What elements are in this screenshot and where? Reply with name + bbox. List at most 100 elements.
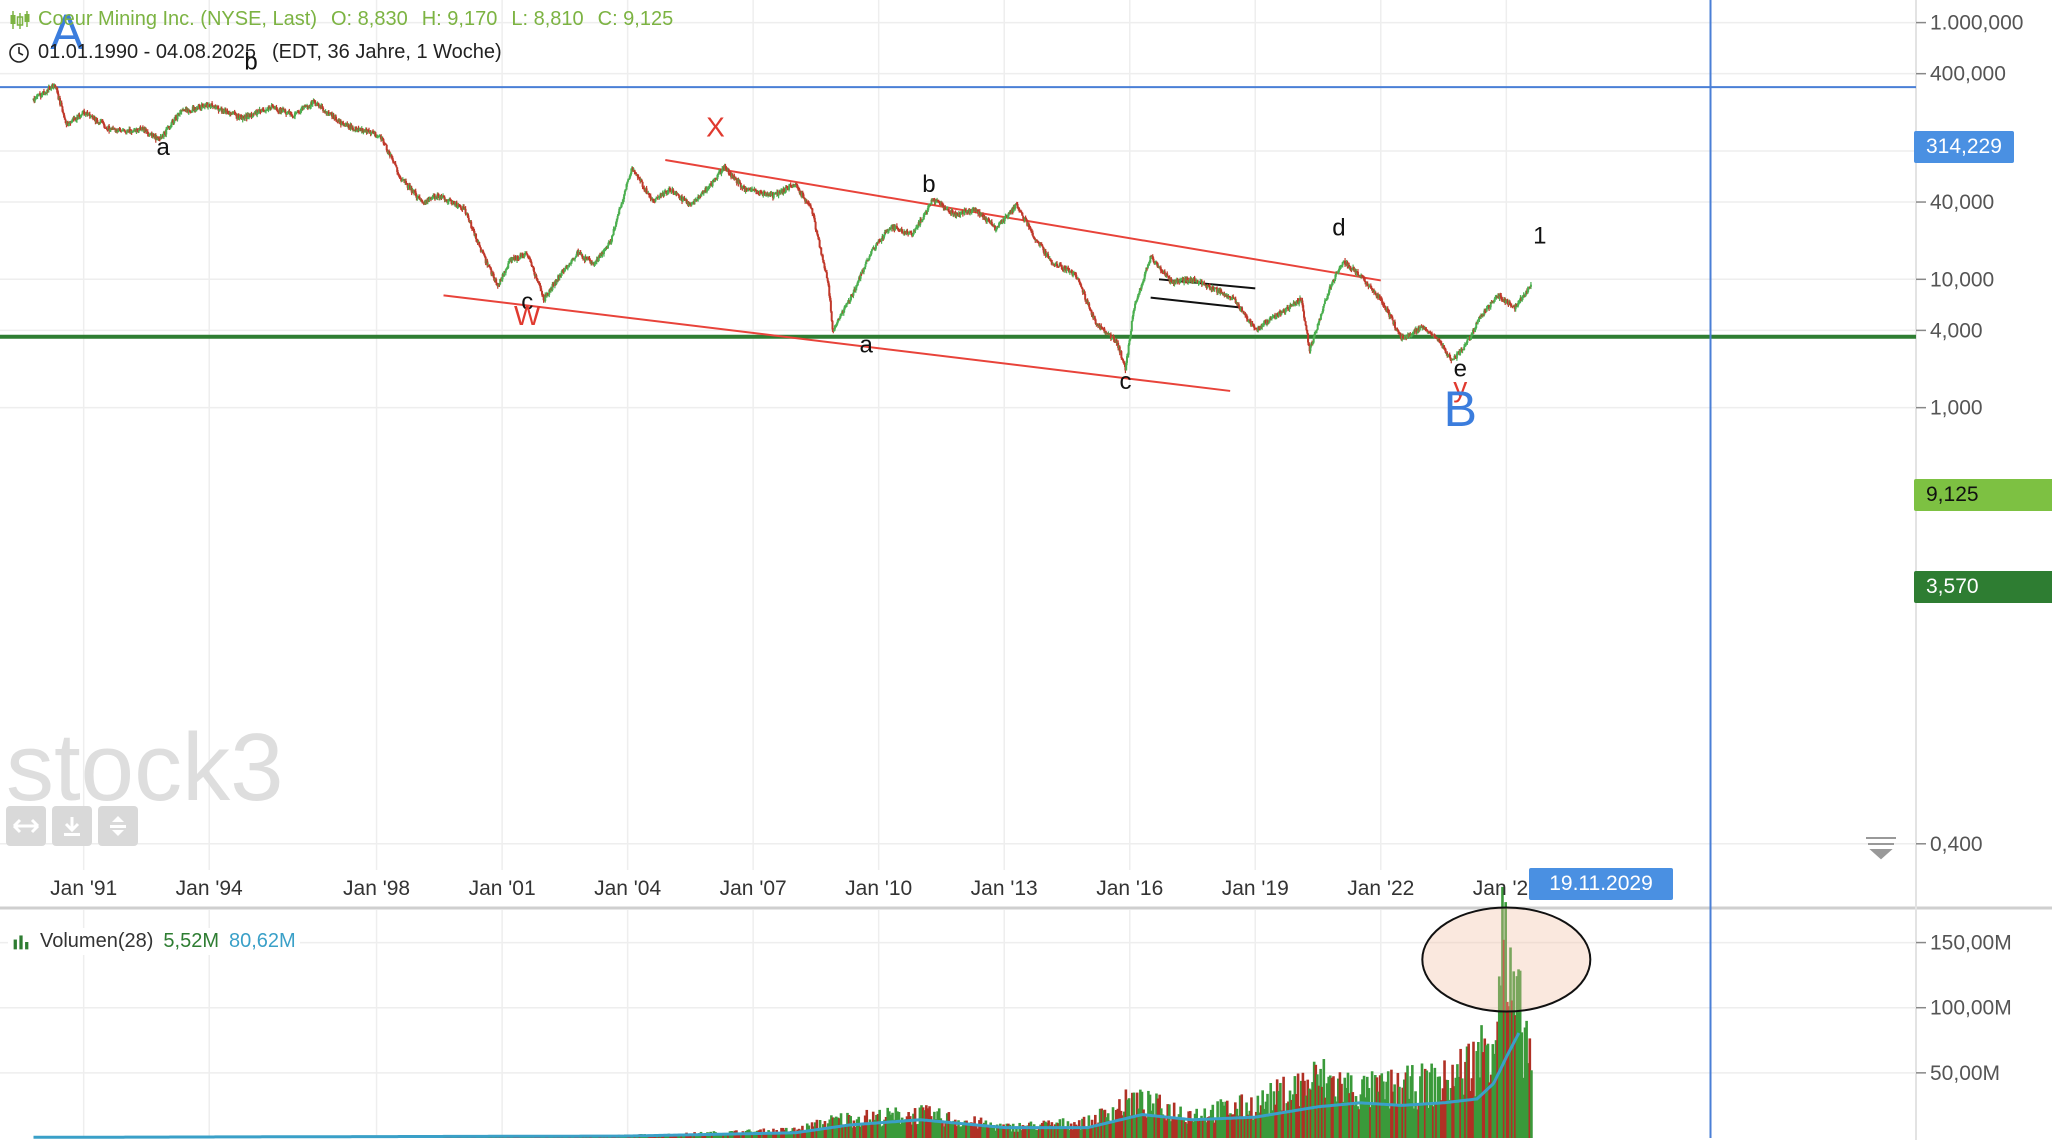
candle-body [1247,320,1250,322]
volume-bar [1258,1112,1261,1138]
date-range[interactable]: 01.01.1990 - 04.08.2025 [38,41,256,63]
candle-body [924,212,927,214]
candle-body [755,190,758,192]
candle-body [1025,218,1028,221]
candle-body [71,121,74,123]
candle-body [456,206,459,208]
volume-bar [1497,976,1501,1138]
date-marker-badge[interactable]: 19.11.2029 [1529,868,1673,900]
volume-label[interactable]: Volumen(28) [40,930,154,952]
volume-bar [820,1128,824,1138]
level-badge-low[interactable]: 3,570 [1914,571,2052,603]
candle-body [635,172,638,175]
level-badge-high[interactable]: 314,229 [1914,131,2014,163]
candle-body [77,114,80,120]
candle-body [437,194,440,197]
candle-body [1364,281,1367,283]
candle-body [1286,306,1289,310]
volume-tick-label: 50,00M [1930,1062,2000,1085]
candle-body [1337,270,1340,273]
candle-body [132,130,135,132]
candle-body [1024,217,1027,219]
candle-body [844,306,847,308]
candle-body [703,191,706,193]
candle-body [658,196,661,198]
volume-bar [950,1123,954,1138]
volume-bar [1483,1038,1487,1138]
volume-bar [822,1124,825,1138]
candle-body [211,103,214,106]
trendlines[interactable] [443,159,1381,392]
candle-body [1314,332,1317,334]
wave-label: a [157,134,171,161]
candle-body [508,261,511,264]
candle-body [473,230,476,236]
candle-body [1075,274,1078,279]
download-button[interactable] [52,806,92,846]
candle-body [1352,267,1355,271]
volume-bar [875,1114,878,1138]
candle-body [70,122,73,124]
candle-body [1170,278,1173,283]
volume-bar [913,1108,917,1138]
volume-bar [1089,1126,1092,1138]
candle-body [948,210,951,212]
volume-bar [1168,1104,1171,1138]
candle-body [837,318,840,322]
volume-bar [1523,1027,1527,1138]
candle-body [1232,296,1235,298]
volume-avg-value: 80,62M [229,930,296,952]
candle-body [488,266,491,268]
volume-bar [1245,1102,1248,1138]
clock-icon[interactable] [8,42,30,64]
candle-body [484,257,487,264]
candle-body [407,185,410,188]
candle-body [747,189,750,192]
expand-button[interactable] [6,806,46,846]
volume-bar [1106,1113,1110,1138]
candle-body [1244,313,1247,316]
candle-body [298,112,301,114]
candle-body [355,126,358,131]
candle-body [1409,334,1412,337]
volume-bar [1246,1114,1250,1138]
candle-body [194,107,197,111]
settings-button[interactable] [98,806,138,846]
candle-body [1514,304,1517,310]
candle-body [654,199,657,202]
horizontal-levels[interactable] [0,0,1916,1138]
candle-body [1179,279,1182,284]
candle-body [1058,264,1061,267]
chart-title[interactable]: Coeur Mining Inc. (NYSE, Last) [38,8,317,30]
volume-bar [849,1116,852,1138]
candle-body [1275,313,1278,318]
candle-body [195,109,198,111]
volume-bar [1060,1127,1063,1138]
candle-body [468,220,471,223]
volume-bar [691,1135,695,1138]
candle-body [831,320,834,330]
volume-bar [1320,1086,1324,1138]
candle-body [871,248,874,250]
candle-body [873,247,876,250]
candle-body [1216,288,1219,293]
candle-body [1448,354,1451,358]
candle-body [303,106,306,108]
candle-body [606,245,609,249]
candle-body [620,202,623,207]
candle-body [471,227,474,229]
candle-body [1304,321,1307,326]
candle-body [643,188,646,190]
candle-body [849,299,852,302]
volume-bar [1507,1006,1511,1138]
candle-body [535,275,538,278]
candle-body [757,191,760,195]
volume-bar [1229,1113,1232,1138]
candle-body [234,112,237,115]
candle-body [1033,237,1036,240]
candle-body [1145,267,1148,272]
candle-body [1146,267,1149,269]
candle-body [64,119,67,124]
candle-body [882,235,885,239]
